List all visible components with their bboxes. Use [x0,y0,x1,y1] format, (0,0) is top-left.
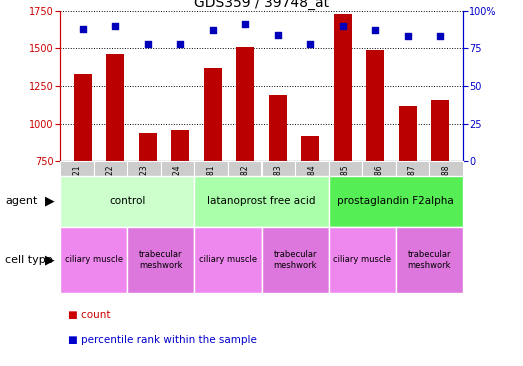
Text: ▶: ▶ [45,253,54,266]
Text: GSM7624: GSM7624 [173,164,182,201]
Title: GDS359 / 39748_at: GDS359 / 39748_at [194,0,329,10]
Bar [301,135,319,161]
Text: ciliary muscle: ciliary muscle [333,255,391,264]
Text: GSM6687: GSM6687 [408,164,417,201]
Text: control: control [109,196,145,206]
Text: ■ percentile rank within the sample: ■ percentile rank within the sample [68,335,257,346]
Text: trabecular
meshwork: trabecular meshwork [407,250,451,270]
Text: trabecular
meshwork: trabecular meshwork [274,250,317,270]
Bar [74,74,92,161]
Text: GSM6684: GSM6684 [308,164,316,201]
Text: GSM6683: GSM6683 [274,164,283,201]
Bar [172,130,189,161]
Bar [106,55,124,161]
Text: GSM6682: GSM6682 [240,164,249,201]
Text: GSM6681: GSM6681 [207,164,215,201]
Point [78,26,87,32]
Bar [399,105,417,161]
Bar [139,133,157,161]
Text: agent: agent [5,196,38,206]
Point [176,41,185,47]
Text: ciliary muscle: ciliary muscle [65,255,123,264]
Point [306,41,314,47]
Bar [366,50,384,161]
Text: GSM6686: GSM6686 [374,164,383,201]
Bar [334,14,351,161]
Bar [269,95,287,161]
Text: ■ count: ■ count [68,310,110,320]
Point [371,27,379,33]
Text: cell type: cell type [5,255,53,265]
Point [111,23,120,29]
Text: GSM7621: GSM7621 [72,164,82,201]
Point [403,34,412,40]
Point [274,32,282,38]
Bar [431,100,449,161]
Bar [236,47,254,161]
Point [241,22,249,27]
Point [436,34,445,40]
Text: latanoprost free acid: latanoprost free acid [207,196,316,206]
Point [144,41,152,47]
Text: ciliary muscle: ciliary muscle [199,255,257,264]
Text: ▶: ▶ [45,195,54,208]
Text: trabecular
meshwork: trabecular meshwork [139,250,183,270]
Bar [204,68,222,161]
Point [338,23,347,29]
Text: GSM7622: GSM7622 [106,164,115,201]
Point [209,27,217,33]
Text: GSM7623: GSM7623 [140,164,149,201]
Text: prostaglandin F2alpha: prostaglandin F2alpha [337,196,454,206]
Text: GSM6688: GSM6688 [441,164,451,201]
Text: GSM6685: GSM6685 [341,164,350,201]
